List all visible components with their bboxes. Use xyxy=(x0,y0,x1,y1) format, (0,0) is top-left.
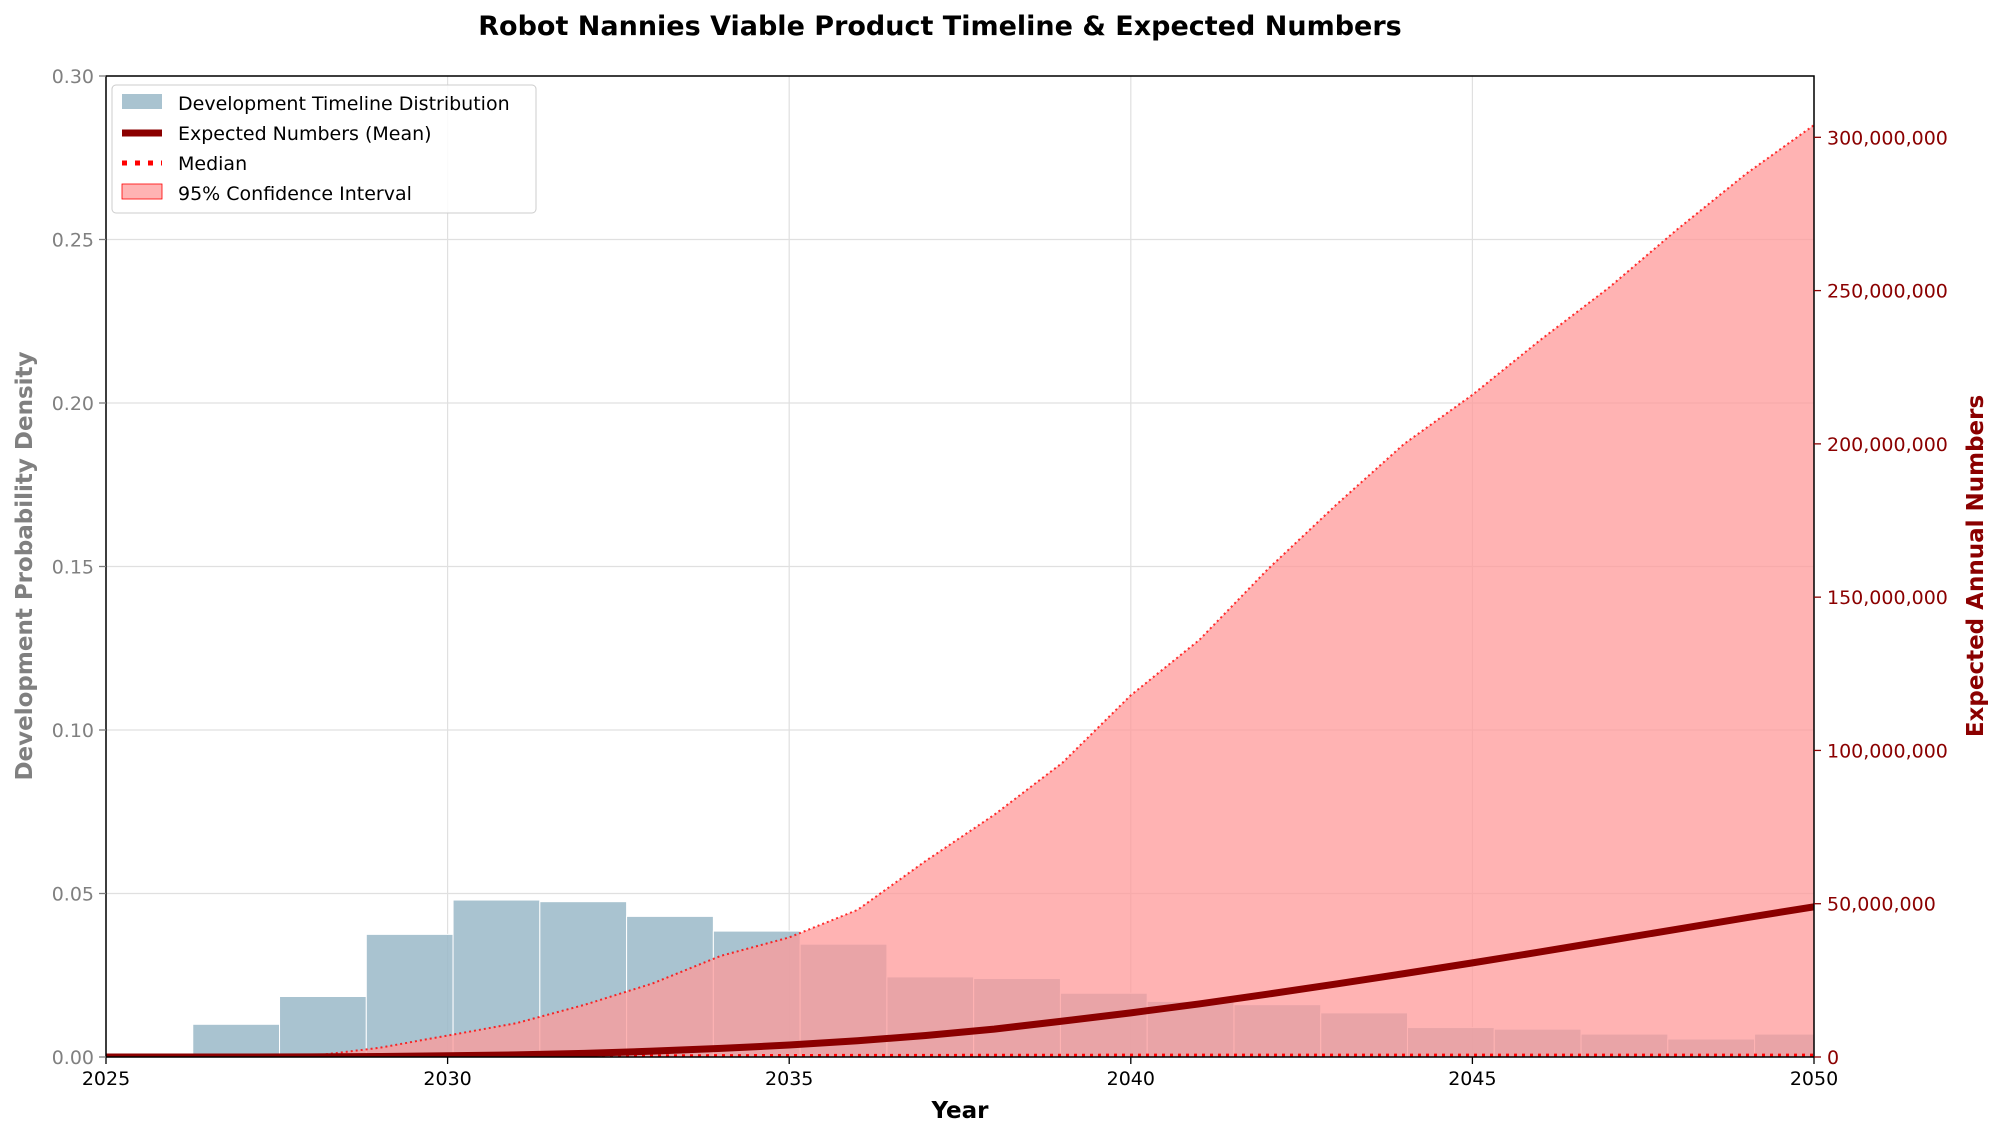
legend-label: Development Timeline Distribution xyxy=(178,93,510,115)
left-tick-label: 0.05 xyxy=(52,884,94,906)
x-axis-ticks: 2025 2030 2035 2040 2045 2050 xyxy=(82,1057,1838,1090)
histogram-bar xyxy=(192,1023,281,1057)
confidence-interval xyxy=(106,124,1814,1057)
legend-box xyxy=(111,84,537,214)
left-axis-ticks: 0.00 0.05 0.10 0.15 0.20 0.25 0.30 xyxy=(52,66,106,1069)
right-tick-label: 50,000,000 xyxy=(1827,894,1936,916)
right-axis-label: Expected Annual Numbers xyxy=(1963,395,1989,737)
legend-label: 95% Confidence Interval xyxy=(178,183,412,205)
right-axis-ticks: 0 50,000,000 100,000,000 150,000,000 200,000… xyxy=(1814,127,1948,1069)
legend-swatch xyxy=(122,94,162,109)
left-axis-label: Development Probability Density xyxy=(12,351,38,780)
ci-upper-bound xyxy=(106,124,1814,1057)
left-tick-label: 0.00 xyxy=(52,1047,94,1069)
left-tick-label: 0.25 xyxy=(52,230,94,252)
right-tick-label: 300,000,000 xyxy=(1827,127,1948,149)
right-tick-label: 150,000,000 xyxy=(1827,587,1948,609)
x-tick-label: 2045 xyxy=(1448,1068,1496,1090)
right-tick-label: 100,000,000 xyxy=(1827,740,1948,762)
chart-title: Robot Nannies Viable Product Timeline & … xyxy=(478,11,1401,42)
histogram-bar xyxy=(279,996,367,1057)
legend: Development Timeline Distribution Expecte… xyxy=(111,84,537,214)
right-tick-label: 0 xyxy=(1827,1047,1839,1069)
right-tick-label: 250,000,000 xyxy=(1827,281,1948,303)
right-tick-label: 200,000,000 xyxy=(1827,434,1948,456)
x-tick-label: 2050 xyxy=(1790,1068,1838,1090)
legend-label: Expected Numbers (Mean) xyxy=(178,123,432,145)
legend-swatch xyxy=(121,183,163,200)
legend-label: Median xyxy=(178,153,247,175)
left-tick-label: 0.15 xyxy=(52,557,94,579)
left-tick-label: 0.20 xyxy=(52,393,94,415)
x-axis-label: Year xyxy=(930,1098,989,1124)
left-tick-label: 0.10 xyxy=(52,720,94,742)
x-tick-label: 2025 xyxy=(82,1068,130,1090)
left-tick-label: 0.30 xyxy=(52,66,94,88)
x-tick-label: 2040 xyxy=(1107,1068,1155,1090)
ci-band xyxy=(106,125,1814,1057)
x-tick-label: 2035 xyxy=(765,1068,813,1090)
x-tick-label: 2030 xyxy=(423,1068,471,1090)
